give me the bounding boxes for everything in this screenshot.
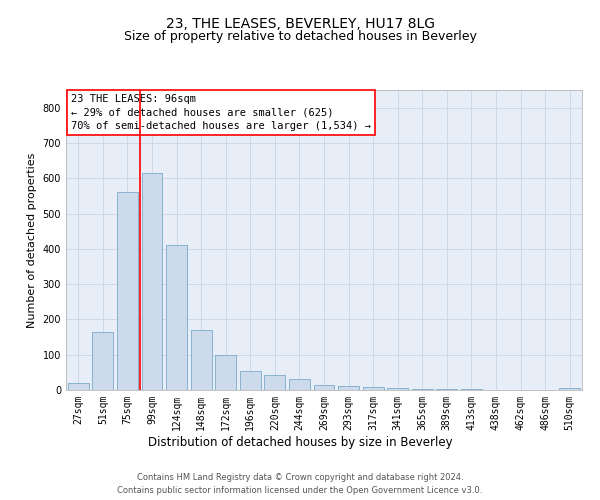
- Text: 23 THE LEASES: 96sqm
← 29% of detached houses are smaller (625)
70% of semi-deta: 23 THE LEASES: 96sqm ← 29% of detached h…: [71, 94, 371, 131]
- Bar: [265, 375, 286, 390]
- Bar: [240, 370, 261, 390]
- Bar: [314, 386, 334, 390]
- Bar: [338, 386, 359, 390]
- Bar: [362, 387, 383, 390]
- Text: Contains HM Land Registry data © Crown copyright and database right 2024.
Contai: Contains HM Land Registry data © Crown c…: [118, 474, 482, 495]
- Text: 23, THE LEASES, BEVERLEY, HU17 8LG: 23, THE LEASES, BEVERLEY, HU17 8LG: [166, 18, 434, 32]
- Text: Size of property relative to detached houses in Beverley: Size of property relative to detached ho…: [124, 30, 476, 43]
- Bar: [117, 192, 138, 390]
- Bar: [387, 388, 408, 390]
- Bar: [412, 389, 433, 390]
- Y-axis label: Number of detached properties: Number of detached properties: [27, 152, 37, 328]
- Text: Distribution of detached houses by size in Beverley: Distribution of detached houses by size …: [148, 436, 452, 449]
- Bar: [68, 383, 89, 390]
- Bar: [166, 246, 187, 390]
- Bar: [142, 173, 163, 390]
- Bar: [215, 354, 236, 390]
- Bar: [559, 388, 580, 390]
- Bar: [191, 330, 212, 390]
- Bar: [289, 380, 310, 390]
- Bar: [436, 389, 457, 390]
- Bar: [92, 332, 113, 390]
